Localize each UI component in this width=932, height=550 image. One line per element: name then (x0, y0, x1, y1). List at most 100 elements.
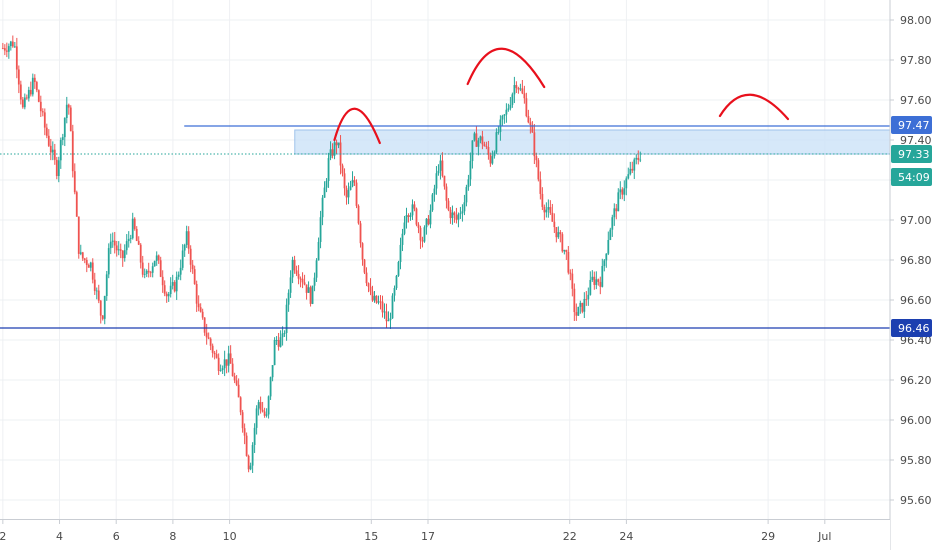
candle-up (425, 218, 428, 228)
candle-down (567, 251, 570, 273)
candle-up (409, 215, 412, 217)
candle-down (385, 311, 388, 322)
candle-up (347, 190, 350, 198)
candle-down (303, 282, 306, 285)
candle-up (471, 140, 474, 162)
candle-down (413, 204, 416, 209)
candle-down (49, 145, 52, 153)
candle-down (229, 353, 232, 364)
candle-down (363, 259, 366, 273)
candle-up (65, 104, 68, 119)
candle-up (317, 241, 320, 261)
candle-down (237, 384, 240, 398)
candle-down (407, 215, 410, 217)
x-tick-label: 8 (169, 530, 176, 543)
candle-up (313, 277, 316, 286)
candle-down (195, 284, 198, 304)
candle-down (47, 135, 50, 146)
candle-up (117, 249, 120, 251)
candle-down (455, 215, 458, 220)
candle-down (369, 286, 372, 292)
time-axis[interactable]: 2 4 6 8 10 15 17 22 24 29 Jul (0, 520, 831, 543)
candle-down (533, 132, 536, 157)
y-tick-label: 97.60 (900, 94, 932, 107)
candle-up (587, 294, 590, 300)
candle-up (501, 115, 504, 120)
y-tick-label: 97.40 (900, 134, 932, 147)
candle-down (527, 116, 530, 123)
candle-down (159, 260, 162, 277)
badge-96-46: 96.46 (898, 322, 930, 335)
candles (1, 35, 642, 473)
candle-down (301, 278, 304, 283)
price-axis[interactable]: 98.0097.8097.6097.4097.2097.0096.8096.60… (890, 14, 932, 507)
x-tick-label: 4 (56, 530, 63, 543)
candle-up (279, 337, 282, 347)
candle-up (153, 260, 156, 267)
candle-down (21, 99, 24, 108)
candle-up (519, 88, 522, 90)
horizontal-lines[interactable] (0, 125, 890, 329)
candle-down (101, 315, 104, 319)
candle-up (315, 260, 318, 278)
candle-up (167, 294, 170, 297)
candle-down (3, 48, 6, 51)
candle-down (211, 345, 214, 353)
candle-down (189, 248, 192, 265)
candle-up (603, 260, 606, 266)
candle-up (57, 160, 60, 177)
x-tick-label: 10 (223, 530, 237, 543)
candle-down (417, 224, 420, 228)
candle-up (431, 194, 434, 211)
candle-down (485, 146, 488, 148)
candle-down (541, 193, 544, 207)
candle-down (419, 227, 422, 241)
candle-up (403, 222, 406, 234)
candle-down (77, 216, 80, 254)
candle-up (461, 211, 464, 214)
candle-down (263, 411, 266, 416)
candle-down (277, 340, 280, 347)
candle-down (81, 252, 84, 259)
candle-down (113, 240, 116, 246)
candle-down (517, 88, 520, 90)
candle-up (439, 160, 442, 171)
candle-up (257, 402, 260, 409)
candle-down (553, 221, 556, 228)
candle-down (225, 359, 228, 366)
candle-up (495, 132, 498, 153)
candle-down (69, 107, 72, 132)
x-tick-label: 24 (619, 530, 633, 543)
candle-down (35, 82, 38, 91)
candle-down (367, 283, 370, 287)
candle-up (627, 174, 630, 179)
candle-up (23, 97, 26, 108)
y-tick-label: 97.00 (900, 214, 932, 227)
candle-down (193, 269, 196, 285)
badge-countdown: 54:09 (898, 171, 930, 184)
candle-up (337, 142, 340, 146)
candle-up (275, 340, 278, 341)
candle-up (545, 209, 548, 213)
candle-down (529, 122, 532, 125)
candle-down (73, 171, 76, 193)
candle-up (177, 274, 180, 277)
candle-up (451, 212, 454, 219)
candle-up (265, 414, 268, 416)
candle-up (171, 282, 174, 286)
candle-down (295, 270, 298, 274)
candle-down (615, 208, 618, 212)
candle-down (205, 332, 208, 338)
candle-down (67, 104, 70, 108)
candle-up (557, 232, 560, 238)
candle-down (561, 234, 564, 252)
candle-down (535, 156, 538, 161)
candle-up (377, 301, 380, 303)
candle-down (147, 270, 150, 273)
badge-97-33-bg (891, 145, 932, 163)
price-badges: 97.47 97.33 54:09 96.46 (891, 116, 932, 337)
candle-down (343, 173, 346, 189)
y-tick-label: 95.80 (900, 454, 932, 467)
time-axis-background (0, 520, 890, 550)
